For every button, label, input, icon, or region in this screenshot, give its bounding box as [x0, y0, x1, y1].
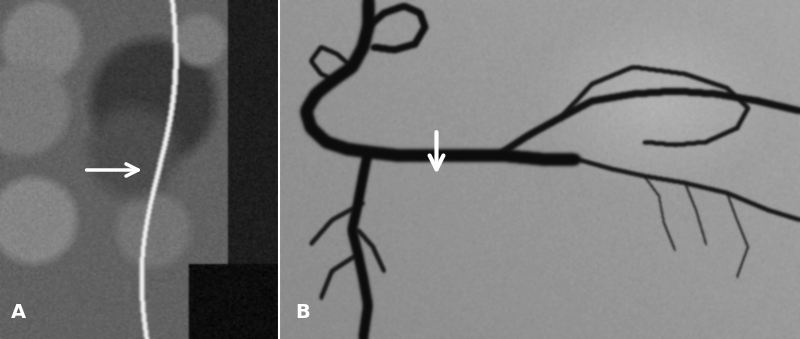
Text: B: B	[296, 303, 310, 322]
Text: A: A	[11, 303, 26, 322]
